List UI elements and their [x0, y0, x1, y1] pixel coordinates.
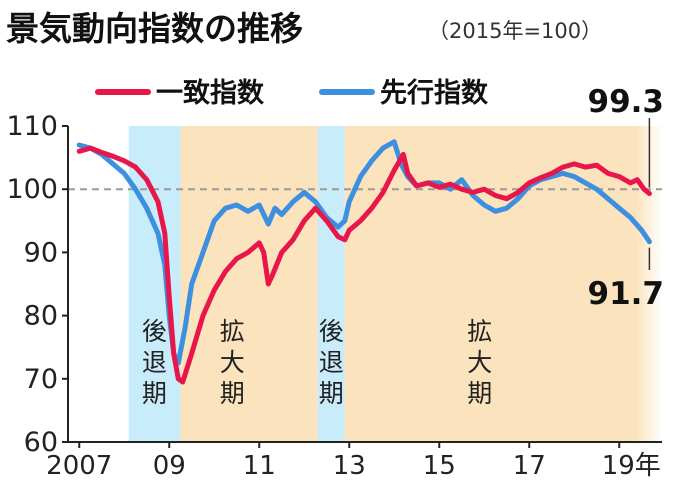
phase-band-4 — [344, 126, 662, 442]
end-label-coincident: 99.3 — [588, 84, 665, 120]
phase-label-4: 拡大期 — [467, 317, 492, 408]
series-lines — [76, 139, 652, 385]
legend-label-leading: 先行指数 — [380, 77, 489, 109]
end-label-leading: 91.7 — [588, 276, 665, 312]
phase-label-3: 後退期 — [319, 317, 344, 408]
x-tick-label: 13 — [333, 451, 366, 481]
x-tick-label: 2007 — [46, 451, 112, 481]
y-tick-label: 110 — [6, 111, 58, 142]
y-tick-label: 60 — [24, 427, 58, 458]
labels: 後退期 拡大期 後退期 拡大期 99.3 91.7 — [142, 84, 664, 408]
legend-label-coincident: 一致指数 — [156, 77, 265, 109]
phase-label-2: 拡大期 — [220, 317, 245, 408]
x-tick-label: 19年 — [602, 451, 661, 481]
phase-bands — [128, 126, 662, 442]
y-tick-label: 90 — [24, 237, 58, 268]
x-tick-label: 11 — [243, 451, 276, 481]
x-tick-label: 15 — [423, 451, 456, 481]
y-tick-label: 100 — [6, 174, 58, 205]
phase-band-1 — [128, 126, 181, 442]
x-tick-label: 17 — [513, 451, 546, 481]
series-line-coincident — [76, 145, 652, 385]
phase-band-2 — [180, 126, 318, 442]
phase-band-3 — [317, 126, 345, 442]
phase-label-1: 後退期 — [142, 317, 167, 408]
chart-title: 景気動向指数の推移 — [6, 9, 303, 48]
chart-subtitle: （2015年=100） — [428, 19, 602, 43]
axes: 60 70 80 90 100 110 2007 09 11 13 15 17 19年 — [6, 111, 662, 481]
legend: 一致指数 先行指数 — [95, 77, 489, 109]
y-tick-label: 70 — [24, 364, 58, 395]
y-tick-label: 80 — [24, 301, 58, 332]
x-tick-label: 09 — [153, 451, 186, 481]
